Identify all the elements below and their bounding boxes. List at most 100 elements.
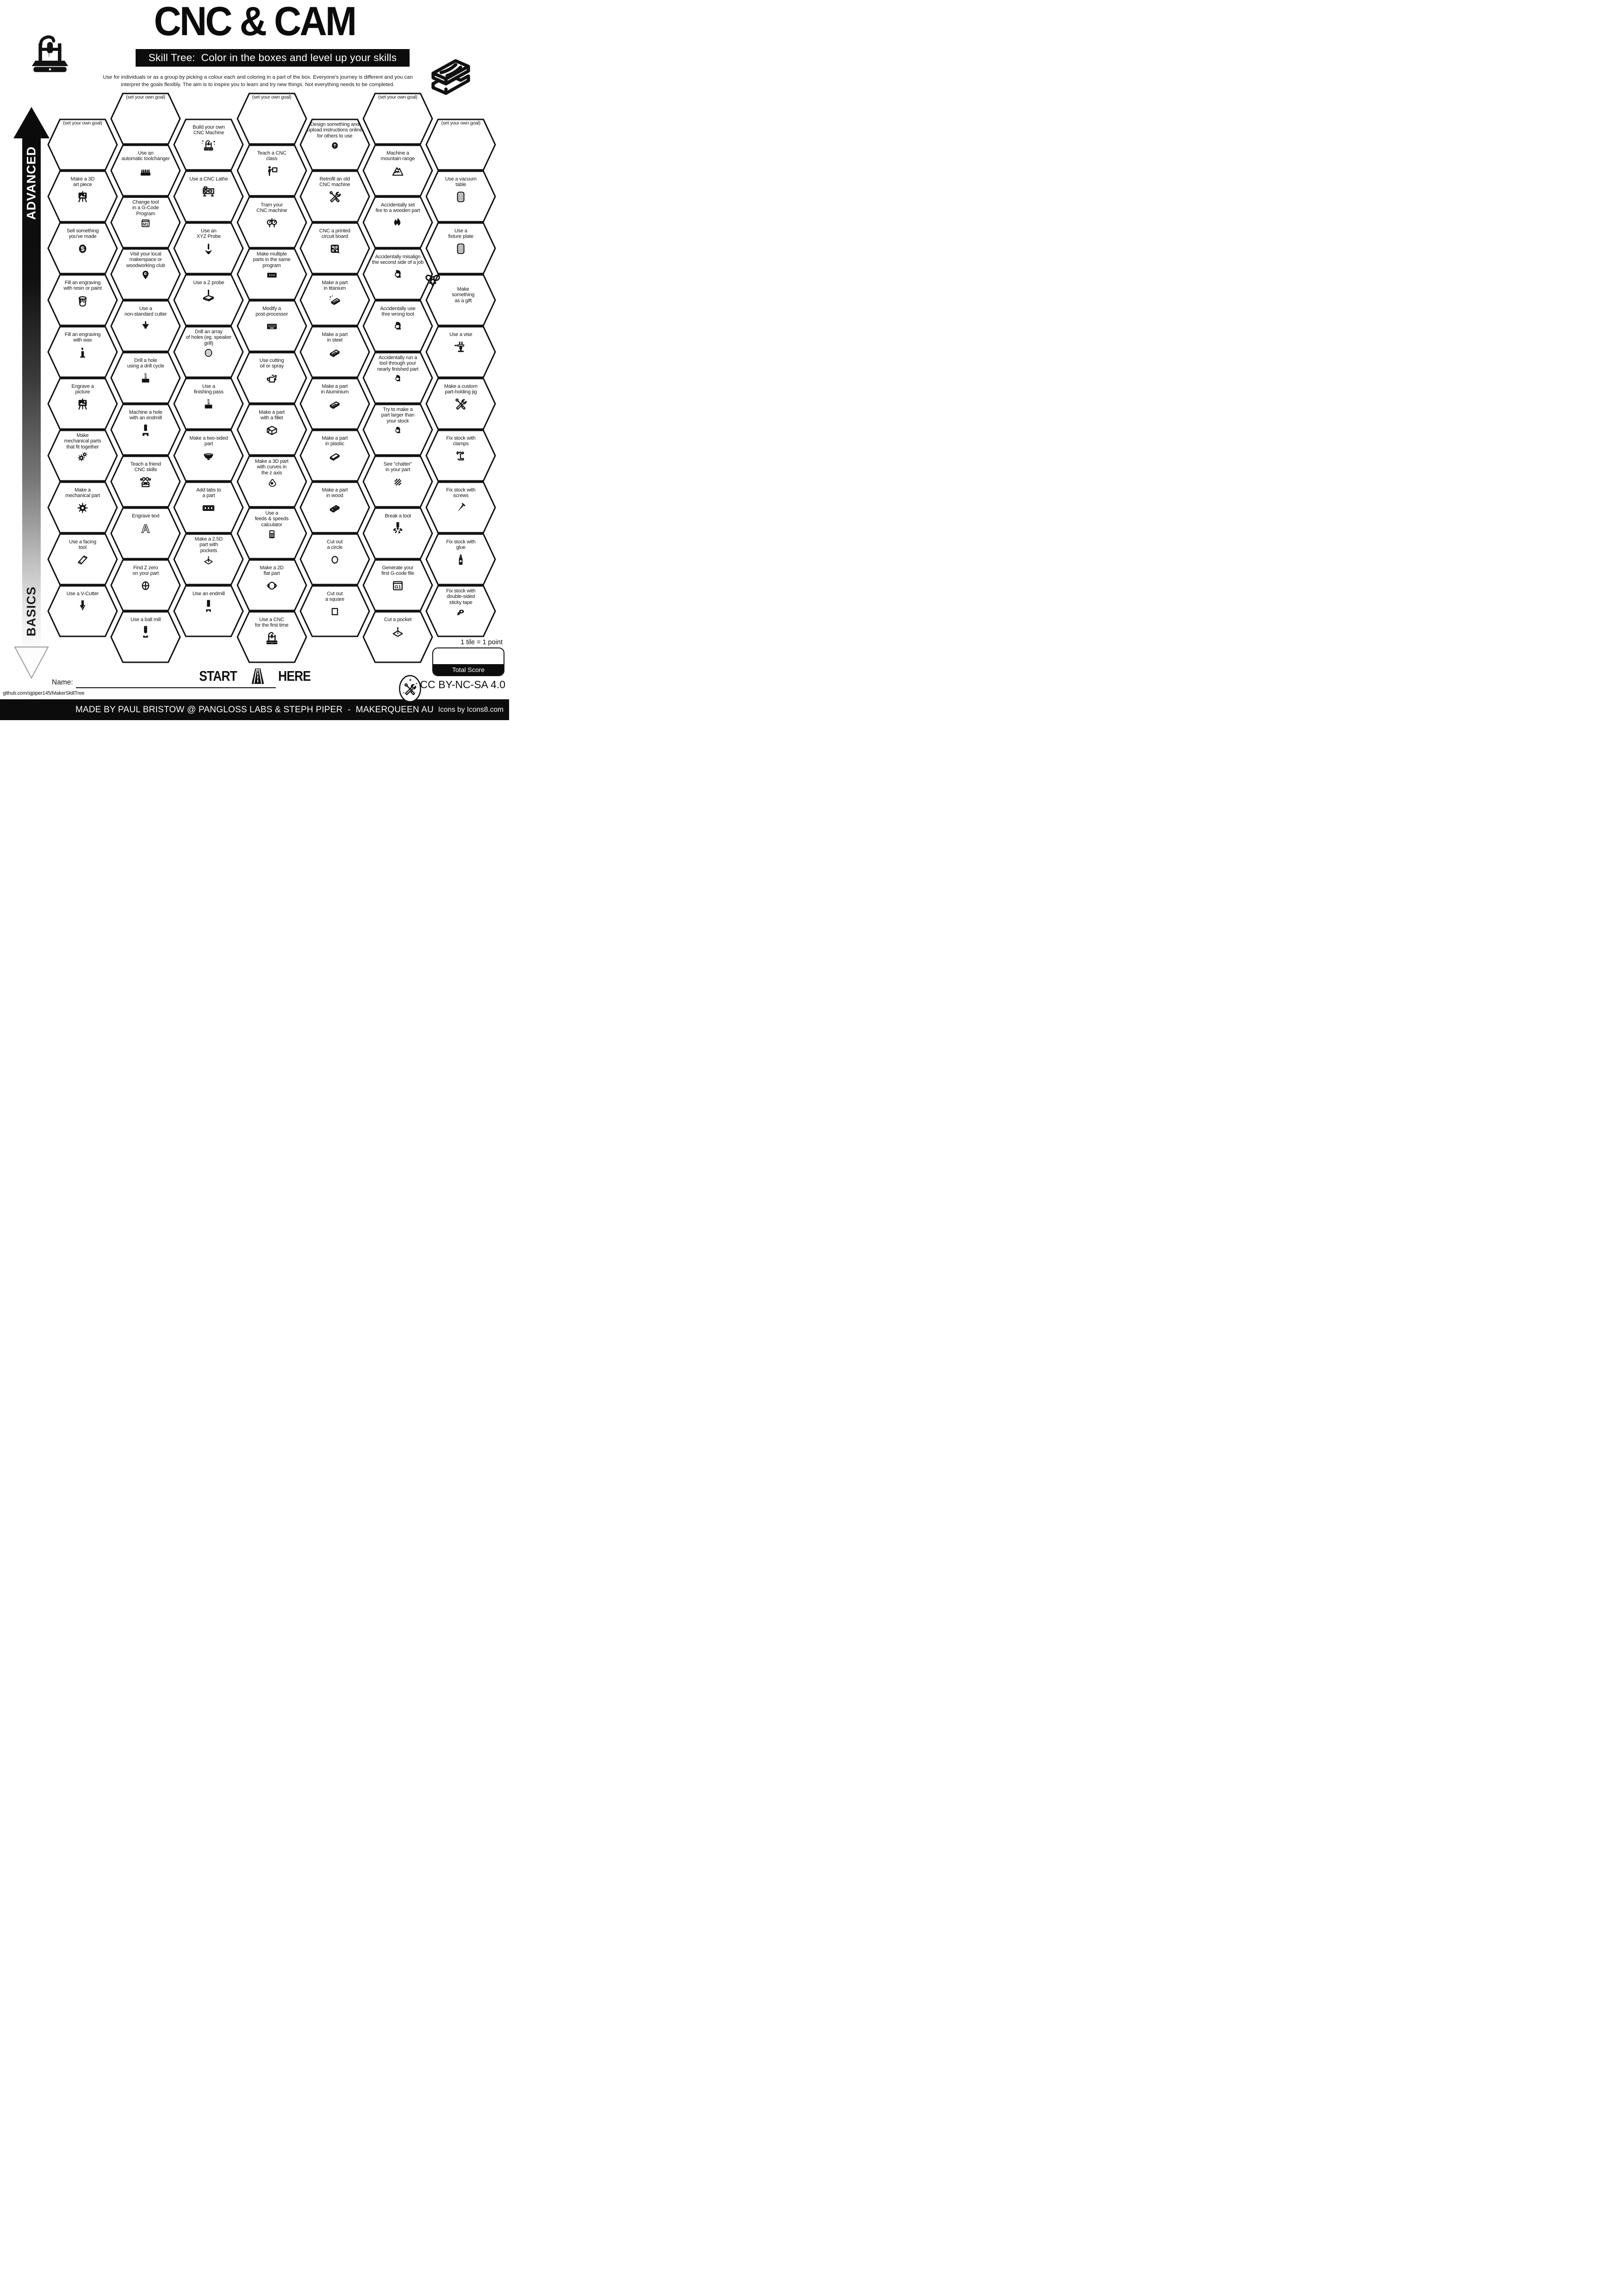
hex-label: Make a part in Aluminium: [321, 384, 349, 395]
endmill-hole-icon: [143, 424, 149, 436]
hex-tile-cnc-a-printed-circuit-board[interactable]: CNC a printed circuit board: [299, 222, 370, 274]
hex-tile-set-your-own-goal[interactable]: (set your own goal): [425, 118, 496, 171]
paint-bucket-icon: [79, 296, 87, 306]
hex-tile-use-an-xyz-probe[interactable]: Use an XYZ Probe: [173, 222, 244, 274]
hex-tile-use-an-endmill[interactable]: Use an endmill: [173, 585, 244, 637]
hex-tile-accidentally-run-a-tool-through-your-nearly-finished-part[interactable]: Accidentally run a tool through your nea…: [362, 352, 433, 404]
hex-label: Use a fixture plate: [448, 228, 473, 240]
hex-tile-set-your-own-goal[interactable]: (set your own goal): [362, 93, 433, 145]
hex-tile-build-your-own-cnc-machine[interactable]: Build your own CNC Machine: [173, 118, 244, 171]
hex-tile-make-a-part-with-a-fillet[interactable]: Make a part with a fillet: [236, 404, 307, 456]
hexagon-outline: [110, 93, 181, 145]
hex-tile-engrave-a-picture[interactable]: Engrave a picture: [47, 378, 118, 430]
hex-tile-accidentally-use-thre-wrong-tool[interactable]: Accidentally use thre wrong tool: [362, 300, 433, 352]
hex-icon-wrap: [327, 292, 342, 311]
hex-tile-use-a-ball-mill[interactable]: Use a ball mill: [110, 611, 181, 663]
hex-tile-tram-your-cnc-machine[interactable]: Tram your CNC machine: [236, 196, 307, 249]
hex-tile-use-a-cnc-lathe[interactable]: Use a CNC Lathe: [173, 170, 244, 223]
hex-label: Drill a hole using a drill cycle: [127, 358, 164, 369]
hex-tile-make-a-two-sided-part[interactable]: Make a two-sided part: [173, 429, 244, 482]
hex-content: Make a part with a fillet: [236, 404, 307, 456]
total-score-input[interactable]: [433, 648, 504, 664]
hexagon-outline: [299, 533, 370, 585]
hex-content: Tram your CNC machine: [236, 196, 307, 249]
hex-tile-engrave-text[interactable]: Engrave text A: [110, 507, 181, 560]
hexagon-outline: [425, 170, 496, 223]
hex-tile-make-a-2d-flat-part[interactable]: Make a 2D flat part: [236, 559, 307, 611]
hex-tile-use-a-facing-tool[interactable]: Use a facing tool: [47, 533, 118, 585]
hex-tile-visit-your-local-makerspace-or-woodworking-club[interactable]: Visit your local makerspace or woodworki…: [110, 248, 181, 300]
hex-tile-make-a-custom-part-holding-jig[interactable]: Make a custom part-holding jig: [425, 378, 496, 430]
hex-tile-use-a-non-standard-cutter[interactable]: Use a non-standard cutter: [110, 300, 181, 352]
hex-icon-wrap: [201, 240, 216, 259]
hex-tile-make-a-part-in-wood[interactable]: Make a part in wood: [299, 481, 370, 534]
hex-tile-design-something-and-upload-instructions-online-for-others-to-use[interactable]: Design something and upload instructions…: [299, 118, 370, 171]
hex-tile-add-tabs-to-a-part[interactable]: Add tabs to a part: [173, 481, 244, 534]
hex-icon-wrap: G1: [390, 577, 405, 596]
hex-tile-make-a-part-in-titanium[interactable]: Make a part in titanium: [299, 274, 370, 326]
hex-tile-use-a-finishing-pass[interactable]: Use a finishing pass: [173, 378, 244, 430]
hex-tile-cut-a-pocket[interactable]: Cut a pocket: [362, 611, 433, 663]
hex-tile-cut-out-a-square[interactable]: Cut out a square: [299, 585, 370, 637]
hex-tile-retrofit-an-old-cnc-machine[interactable]: Retrofit an old CNC machine: [299, 170, 370, 223]
hex-tile-use-a-z-probe[interactable]: Use a Z probe: [173, 274, 244, 326]
hex-tile-make-a-3d-art-piece[interactable]: Make a 3D art piece: [47, 170, 118, 223]
hex-tile-accidentally-set-fire-to-a-wooden-part[interactable]: Accidentally set fire to a wooden part: [362, 196, 433, 249]
hex-tile-make-a-part-in-aluminium[interactable]: Make a part in Aluminium: [299, 378, 370, 430]
hex-content: Cut a pocket: [362, 611, 433, 663]
hex-tile-use-a-vise[interactable]: Use a vise: [425, 326, 496, 378]
hex-tile-drill-a-hole-using-a-drill-cycle[interactable]: Drill a hole using a drill cycle: [110, 352, 181, 404]
hex-content: Make a 3D part with curves in the z axis: [236, 455, 307, 508]
hex-tile-machine-a-mountain-range[interactable]: Machine a mountain range: [362, 144, 433, 197]
hex-tile-modify-a-post-processor[interactable]: Modify a post-processor: [236, 300, 307, 352]
hex-tile-drill-an-array-of-holes-eg-speaker-grill[interactable]: Drill an array of holes (eg. speaker gri…: [173, 326, 244, 378]
hex-tile-fill-an-engraving-with-resin-or-paint[interactable]: Fill an engraving with resin or paint: [47, 274, 118, 326]
hex-tile-machine-a-hole-with-an-endmill[interactable]: Machine a hole with an endmill: [110, 404, 181, 456]
hex-tile-accidentally-misalign-the-second-side-of-a-job[interactable]: Accidentally misalign the second side of…: [362, 248, 433, 300]
hex-tile-generate-your-first-g-code-file[interactable]: Generate your first G-code file G1: [362, 559, 433, 611]
hex-tile-use-a-vacuum-table[interactable]: Use a vacuum table: [425, 170, 496, 223]
hex-tile-fix-stock-with-clamps[interactable]: Fix stock with clamps: [425, 429, 496, 482]
hex-label: Accidentally run a tool through your nea…: [377, 355, 418, 372]
hex-tile-use-an-automatic-toolchanger[interactable]: Use an automatic toolchanger: [110, 144, 181, 197]
hex-tile-find-z-zero-on-your-part[interactable]: Find Z zero on your part: [110, 559, 181, 611]
hex-tile-change-tool-in-a-g-code-program[interactable]: Change tool in a G-Code Program M1: [110, 196, 181, 249]
name-input-line[interactable]: [76, 687, 276, 688]
hex-tile-see-chatter-in-your-part[interactable]: See "chatter" in your part: [362, 455, 433, 508]
hex-tile-fix-stock-with-glue[interactable]: Fix stock with glue: [425, 533, 496, 585]
hex-content: Use a feeds & speeds calculator: [236, 507, 307, 560]
hex-tile-cut-out-a-circle[interactable]: Cut out a circle: [299, 533, 370, 585]
hex-tile-teach-a-friend-cnc-skills[interactable]: Teach a friend CNC skills: [110, 455, 181, 508]
hex-tile-make-something-as-a-gift[interactable]: Make something as a gift: [425, 274, 496, 326]
hex-tile-make-multiple-parts-in-the-same-program[interactable]: Make multiple parts in the same program: [236, 248, 307, 300]
hex-tile-use-a-cnc-for-the-first-time[interactable]: Use a CNC for the first time: [236, 611, 307, 663]
hex-tile-set-your-own-goal[interactable]: (set your own goal): [110, 93, 181, 145]
hexagon-outline: [362, 144, 433, 197]
hex-tile-sell-something-you-ve-made[interactable]: Sell something you've made $: [47, 222, 118, 274]
total-score-box[interactable]: Total Score: [432, 647, 504, 676]
hex-content: Find Z zero on your part: [110, 559, 181, 611]
hex-tile-try-to-make-a-part-larger-than-your-stock[interactable]: Try to make a part larger than your stoc…: [362, 404, 433, 456]
hex-content: Fix stock with screws: [425, 481, 496, 534]
hex-tile-set-your-own-goal[interactable]: (set your own goal): [47, 118, 118, 171]
hex-icon-wrap: [392, 424, 404, 439]
hex-tile-make-a-2-5d-part-with-pockets[interactable]: Make a 2.5D part with pockets: [173, 533, 244, 585]
hex-icon-wrap: [75, 188, 90, 207]
footer: MADE BY PAUL BRISTOW @ PANGLOSS LABS & S…: [0, 699, 509, 720]
hex-tile-use-a-v-cutter[interactable]: Use a V-Cutter: [47, 585, 118, 637]
hex-tile-use-a-feeds-speeds-calculator[interactable]: Use a feeds & speeds calculator: [236, 507, 307, 560]
hex-tile-fix-stock-with-screws[interactable]: Fix stock with screws: [425, 481, 496, 534]
hex-tile-teach-a-cnc-class[interactable]: Teach a CNC class: [236, 144, 307, 197]
hex-tile-make-a-3d-part-with-curves-in-the-z-axis[interactable]: Make a 3D part with curves in the z axis: [236, 455, 307, 508]
hex-tile-make-a-part-in-steel[interactable]: Make a part in steel: [299, 326, 370, 378]
hex-tile-use-cutting-oil-or-spray[interactable]: Use cutting oil or spray: [236, 352, 307, 404]
hex-tile-set-your-own-goal[interactable]: (set your own goal): [236, 93, 307, 145]
hex-tile-make-a-mechanical-part[interactable]: Make a mechanical part: [47, 481, 118, 534]
hex-tile-fill-an-engraving-with-wax[interactable]: Fill an engraving with wax: [47, 326, 118, 378]
hex-tile-make-mechanical-parts-that-fit-together[interactable]: Make mechanical parts that fit together: [47, 429, 118, 482]
hex-tile-make-a-part-in-plastic[interactable]: Make a part in plastic: [299, 429, 370, 482]
hex-tile-use-a-fixture-plate[interactable]: Use a fixture plate: [425, 222, 496, 274]
hex-tile-fix-stock-with-double-sided-sticky-tape[interactable]: Fix stock with double-sided sticky tape: [425, 585, 496, 637]
hex-tile-break-a-tool[interactable]: Break a tool: [362, 507, 433, 560]
hex-label: Engrave a picture: [71, 384, 94, 395]
